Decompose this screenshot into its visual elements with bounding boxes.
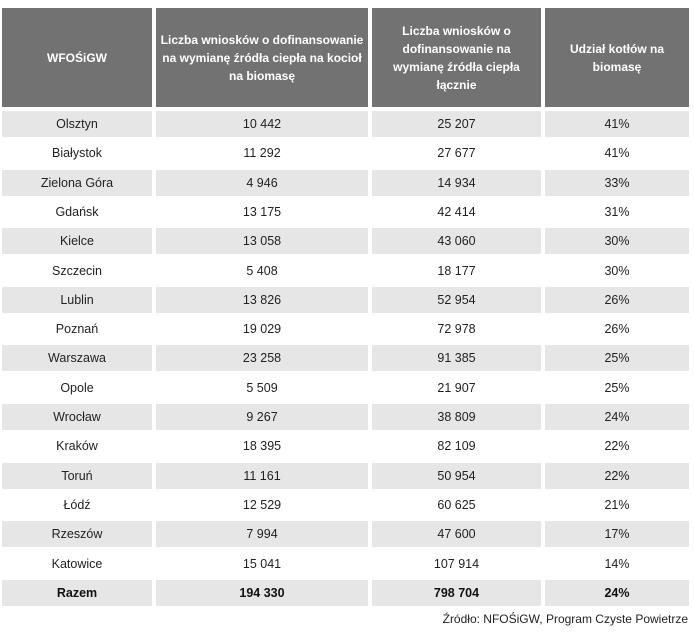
biomass-count-cell: 19 029: [156, 316, 368, 342]
office-cell: Katowice: [2, 551, 152, 577]
total-count-cell: 91 385: [372, 345, 541, 371]
biomass-count-cell: 10 442: [156, 111, 368, 137]
column-header: Udział kotłów na biomasę: [545, 8, 689, 107]
total-count-cell: 27 677: [372, 140, 541, 166]
share-cell: 14%: [545, 551, 689, 577]
total-count-cell: 38 809: [372, 404, 541, 430]
total-count-cell: 42 414: [372, 199, 541, 225]
office-cell: Poznań: [2, 316, 152, 342]
office-cell: Łódź: [2, 492, 152, 518]
biomass-count-cell: 13 058: [156, 228, 368, 254]
share-cell: 22%: [545, 433, 689, 459]
total-count-cell: 50 954: [372, 463, 541, 489]
share-cell: 24%: [545, 404, 689, 430]
biomass-count-cell: 5 509: [156, 375, 368, 401]
total-count-cell: 14 934: [372, 170, 541, 196]
share-cell: 33%: [545, 170, 689, 196]
office-cell: Kraków: [2, 433, 152, 459]
biomass-count-cell: 11 292: [156, 140, 368, 166]
total-count-cell: 60 625: [372, 492, 541, 518]
office-cell: Szczecin: [2, 258, 152, 284]
share-cell: 22%: [545, 463, 689, 489]
biomass-count-cell: 9 267: [156, 404, 368, 430]
biomass-count-cell: 13 175: [156, 199, 368, 225]
share-cell: 25%: [545, 345, 689, 371]
share-cell: 30%: [545, 258, 689, 284]
office-cell: Zielona Góra: [2, 170, 152, 196]
total-office-cell: Razem: [2, 580, 152, 606]
office-cell: Olsztyn: [2, 111, 152, 137]
share-cell: 25%: [545, 375, 689, 401]
office-cell: Rzeszów: [2, 521, 152, 547]
column-header: Liczba wniosków o dofinansowanie na wymi…: [156, 8, 368, 107]
biomass-count-cell: 5 408: [156, 258, 368, 284]
office-cell: Lublin: [2, 287, 152, 313]
total-count-cell: 47 600: [372, 521, 541, 547]
share-cell: 26%: [545, 316, 689, 342]
biomass-count-cell: 23 258: [156, 345, 368, 371]
total-count-cell: 25 207: [372, 111, 541, 137]
office-cell: Opole: [2, 375, 152, 401]
total-count-cell: 21 907: [372, 375, 541, 401]
share-cell: 21%: [545, 492, 689, 518]
total-count-cell: 72 978: [372, 316, 541, 342]
biomass-count-cell: 15 041: [156, 551, 368, 577]
source-note: Źródło: NFOŚiGW, Program Czyste Powietrz…: [442, 612, 688, 626]
office-cell: Kielce: [2, 228, 152, 254]
total-count-cell: 52 954: [372, 287, 541, 313]
biomass-count-cell: 4 946: [156, 170, 368, 196]
office-cell: Białystok: [2, 140, 152, 166]
share-cell: 30%: [545, 228, 689, 254]
total-total-count-cell: 798 704: [372, 580, 541, 606]
share-cell: 31%: [545, 199, 689, 225]
column-header: Liczba wniosków o dofinansowanie na wymi…: [372, 8, 541, 107]
share-cell: 17%: [545, 521, 689, 547]
share-cell: 41%: [545, 111, 689, 137]
total-count-cell: 107 914: [372, 551, 541, 577]
share-cell: 26%: [545, 287, 689, 313]
office-cell: Warszawa: [2, 345, 152, 371]
office-cell: Toruń: [2, 463, 152, 489]
biomass-count-cell: 18 395: [156, 433, 368, 459]
total-count-cell: 18 177: [372, 258, 541, 284]
column-header: WFOŚiGW: [2, 8, 152, 107]
total-biomass-count-cell: 194 330: [156, 580, 368, 606]
biomass-count-cell: 13 826: [156, 287, 368, 313]
biomass-count-cell: 12 529: [156, 492, 368, 518]
total-count-cell: 43 060: [372, 228, 541, 254]
biomass-count-cell: 11 161: [156, 463, 368, 489]
office-cell: Gdańsk: [2, 199, 152, 225]
total-count-cell: 82 109: [372, 433, 541, 459]
office-cell: Wrocław: [2, 404, 152, 430]
share-cell: 41%: [545, 140, 689, 166]
biomass-count-cell: 7 994: [156, 521, 368, 547]
total-share-cell: 24%: [545, 580, 689, 606]
